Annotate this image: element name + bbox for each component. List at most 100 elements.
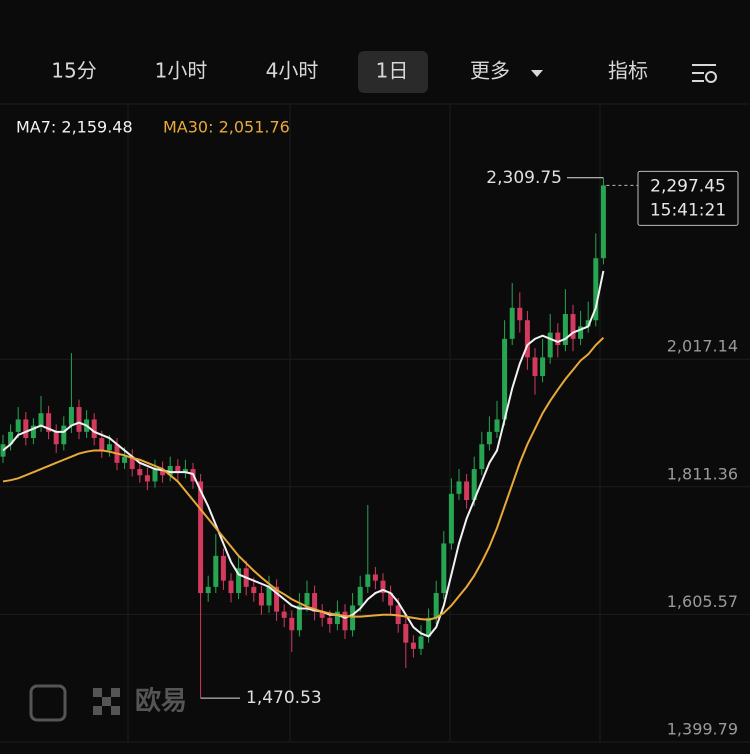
candle-body [585, 320, 591, 327]
candle-body [46, 413, 52, 432]
candle-body [274, 586, 280, 612]
candle-body [600, 185, 606, 259]
candle-body [524, 320, 530, 358]
candle-body [160, 469, 166, 476]
candle-body [198, 481, 204, 594]
candle-body [494, 419, 500, 432]
y-tick-label: 2,017.14 [667, 337, 738, 356]
tab[interactable]: 指标 [608, 59, 648, 83]
candle-body [137, 469, 143, 476]
ma-line [2, 270, 605, 638]
plot: 2,309.75 1,470.53 2,297.45 15:41:21 [0, 168, 739, 708]
candle-body [365, 574, 371, 587]
candle-body [182, 469, 188, 473]
candle-body [175, 465, 181, 473]
tab[interactable]: 更多 [470, 59, 510, 83]
candle-body [106, 444, 112, 451]
candle-body [562, 314, 568, 346]
candle-body [76, 407, 82, 432]
tab[interactable]: 4小时 [266, 59, 319, 83]
candle-body [205, 586, 211, 594]
candle-body [319, 611, 325, 618]
last-price-label: 2,297.45 [650, 176, 726, 196]
watermark: 欧易 [135, 686, 187, 717]
tab[interactable]: 1小时 [155, 59, 208, 83]
candle-body [38, 413, 44, 426]
candle-body [433, 593, 439, 618]
candle-body [388, 593, 394, 606]
legend-entry: MA30: 2,051.76 [163, 118, 290, 137]
candle-body [509, 307, 515, 339]
candle-body [61, 425, 67, 445]
candle-body [532, 357, 538, 377]
candle-body [167, 465, 173, 476]
candle-body [144, 475, 150, 482]
candle-body [68, 407, 74, 426]
candle-body [418, 636, 424, 649]
settings-icon[interactable] [692, 64, 717, 83]
candle-body [129, 456, 135, 470]
last-price-time: 15:41:21 [650, 200, 726, 220]
fullscreen-icon[interactable] [29, 684, 67, 722]
candle-body [593, 258, 599, 321]
candle-body [578, 326, 584, 339]
candle-body [152, 469, 158, 482]
candle-body [220, 555, 226, 581]
candle-body [251, 586, 257, 594]
candle-body [540, 357, 546, 377]
candle-body [236, 568, 242, 594]
candle-body [426, 617, 432, 637]
candle-body [228, 580, 234, 594]
candle-body [372, 574, 378, 581]
candle-body [570, 314, 576, 339]
last-price-box [637, 170, 739, 226]
y-tick-label: 1,811.36 [667, 464, 738, 483]
candle-body [8, 431, 14, 445]
candle-body [471, 469, 477, 501]
candle-body [334, 611, 340, 625]
dropdown-arrow[interactable] [531, 70, 543, 77]
candle-body [122, 456, 128, 463]
tab[interactable]: 1日 [376, 59, 409, 83]
grid: 1,399.79 1,605.57 1,811.36 2,017.14 [0, 337, 750, 743]
candle-body [342, 611, 348, 631]
candle-body [91, 419, 97, 439]
candle-body [23, 419, 29, 439]
candle-body [327, 617, 333, 625]
candle-body [380, 580, 386, 594]
candle-body [312, 593, 318, 612]
candle-body [357, 586, 363, 606]
candle-body [53, 431, 59, 445]
candle-body [464, 481, 470, 501]
candle-body [304, 593, 310, 606]
candle-body [448, 493, 454, 544]
candle-body [266, 586, 272, 606]
ma-line [2, 337, 605, 621]
candle-body [99, 438, 105, 451]
candle-body [258, 593, 264, 606]
candle-body [479, 444, 485, 470]
candle-body [502, 338, 508, 420]
candle-body [281, 611, 287, 618]
legend-entry: MA7: 2,159.48 [16, 118, 133, 137]
tab[interactable]: 15分 [51, 59, 96, 83]
candle-body [213, 555, 219, 587]
y-tick-label: 1,605.57 [667, 592, 738, 611]
candle-body [15, 419, 21, 432]
candle-body [289, 617, 295, 631]
candle-body [296, 605, 302, 631]
candle-body [30, 425, 36, 439]
candle-body [547, 332, 553, 358]
active-tab-bg [358, 51, 428, 93]
candle-body [403, 624, 409, 643]
candle-body [441, 543, 447, 594]
candle-body [410, 642, 416, 649]
candle-body [456, 481, 462, 494]
candle-body [350, 605, 356, 631]
candle-body [555, 332, 561, 346]
candle-body [517, 307, 523, 321]
max-marker-label: 2,309.75 [486, 168, 562, 188]
